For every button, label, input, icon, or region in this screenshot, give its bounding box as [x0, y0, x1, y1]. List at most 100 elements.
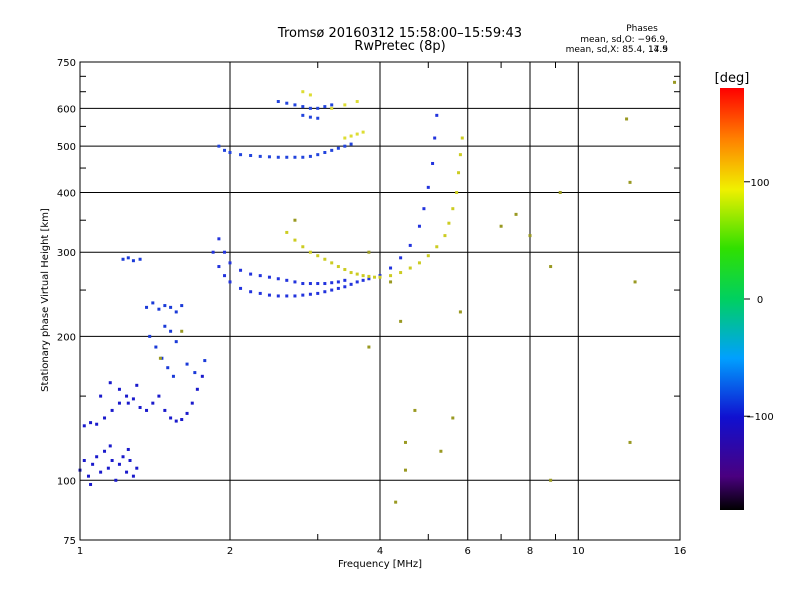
data-point	[239, 268, 243, 272]
colorbar-tick-label: −100	[746, 412, 773, 423]
data-point	[125, 394, 129, 398]
data-point	[301, 282, 305, 286]
data-point	[138, 405, 142, 409]
data-point	[361, 130, 365, 134]
data-point	[389, 266, 393, 270]
data-point	[528, 234, 532, 238]
data-point	[343, 268, 347, 272]
data-point	[316, 291, 320, 295]
data-point	[408, 266, 412, 270]
x-tick-label: 1	[77, 546, 83, 557]
data-point	[330, 148, 334, 152]
data-point	[126, 447, 130, 451]
data-point	[285, 230, 289, 234]
grid	[80, 62, 680, 540]
stats-o: mean, sd,O: −96.9, 14.5	[580, 35, 668, 55]
data-point	[499, 224, 503, 228]
data-point	[373, 275, 377, 279]
data-point	[399, 319, 403, 323]
data-point	[148, 334, 152, 338]
data-point	[285, 278, 289, 282]
data-point	[323, 105, 327, 109]
data-point	[117, 462, 121, 466]
data-point	[293, 238, 297, 242]
data-point	[417, 224, 421, 228]
stats-heading: Phases	[626, 24, 658, 34]
data-point	[403, 468, 407, 472]
data-point	[185, 411, 189, 415]
x-tick-label: 10	[572, 546, 585, 557]
data-point	[323, 150, 327, 154]
x-tick-label: 6	[465, 546, 471, 557]
data-point	[169, 416, 173, 420]
data-point	[121, 257, 125, 261]
data-point	[128, 458, 132, 462]
colorbar-tick-label: 100	[750, 178, 769, 189]
data-point	[276, 100, 280, 104]
data-point	[138, 257, 142, 261]
data-point	[228, 261, 232, 265]
data-point	[293, 294, 297, 298]
data-point	[417, 261, 421, 265]
data-point	[408, 243, 412, 247]
data-point	[126, 401, 130, 405]
data-point	[228, 150, 232, 154]
data-point	[451, 416, 455, 420]
data-point	[308, 292, 312, 296]
data-point	[361, 278, 365, 282]
data-point	[169, 329, 173, 333]
data-point	[308, 93, 312, 97]
colorbar	[720, 88, 744, 510]
data-point	[323, 257, 327, 261]
data-point	[110, 458, 114, 462]
data-point	[223, 148, 227, 152]
data-point	[276, 277, 280, 281]
data-point	[249, 154, 253, 158]
data-point	[249, 272, 253, 276]
data-point	[285, 294, 289, 298]
x-tick-label: 8	[527, 546, 533, 557]
data-point	[367, 250, 371, 254]
data-point	[628, 180, 632, 184]
data-point	[343, 144, 347, 148]
data-point	[443, 234, 447, 238]
data-point	[99, 470, 103, 474]
data-point	[217, 144, 221, 148]
data-point	[451, 207, 455, 211]
data-point	[336, 280, 340, 284]
data-point	[514, 212, 518, 216]
data-point	[223, 274, 227, 278]
data-point	[217, 237, 221, 241]
y-tick-label: 300	[57, 248, 76, 259]
data-point	[330, 288, 334, 292]
data-point	[95, 455, 99, 459]
data-point	[174, 310, 178, 314]
data-point	[447, 221, 451, 225]
data-point	[249, 290, 253, 294]
data-point	[628, 440, 632, 444]
data-point	[258, 154, 262, 158]
data-point	[301, 113, 305, 117]
y-tick-label: 500	[57, 142, 76, 153]
data-point	[323, 290, 327, 294]
data-point	[110, 408, 114, 412]
data-point	[103, 449, 107, 453]
data-point	[301, 90, 305, 94]
data-point	[157, 307, 161, 311]
data-point	[394, 500, 398, 504]
data-point	[108, 381, 112, 385]
data-point	[293, 218, 297, 222]
data-point	[200, 374, 204, 378]
data-point	[367, 345, 371, 349]
data-point	[422, 207, 426, 211]
data-point	[355, 280, 359, 284]
data-point	[316, 116, 320, 120]
data-point	[549, 265, 553, 269]
data-point	[103, 416, 107, 420]
data-point	[171, 374, 175, 378]
data-point	[426, 185, 430, 189]
data-point	[151, 401, 155, 405]
data-point	[276, 294, 280, 298]
data-point	[343, 285, 347, 289]
data-point	[308, 282, 312, 286]
